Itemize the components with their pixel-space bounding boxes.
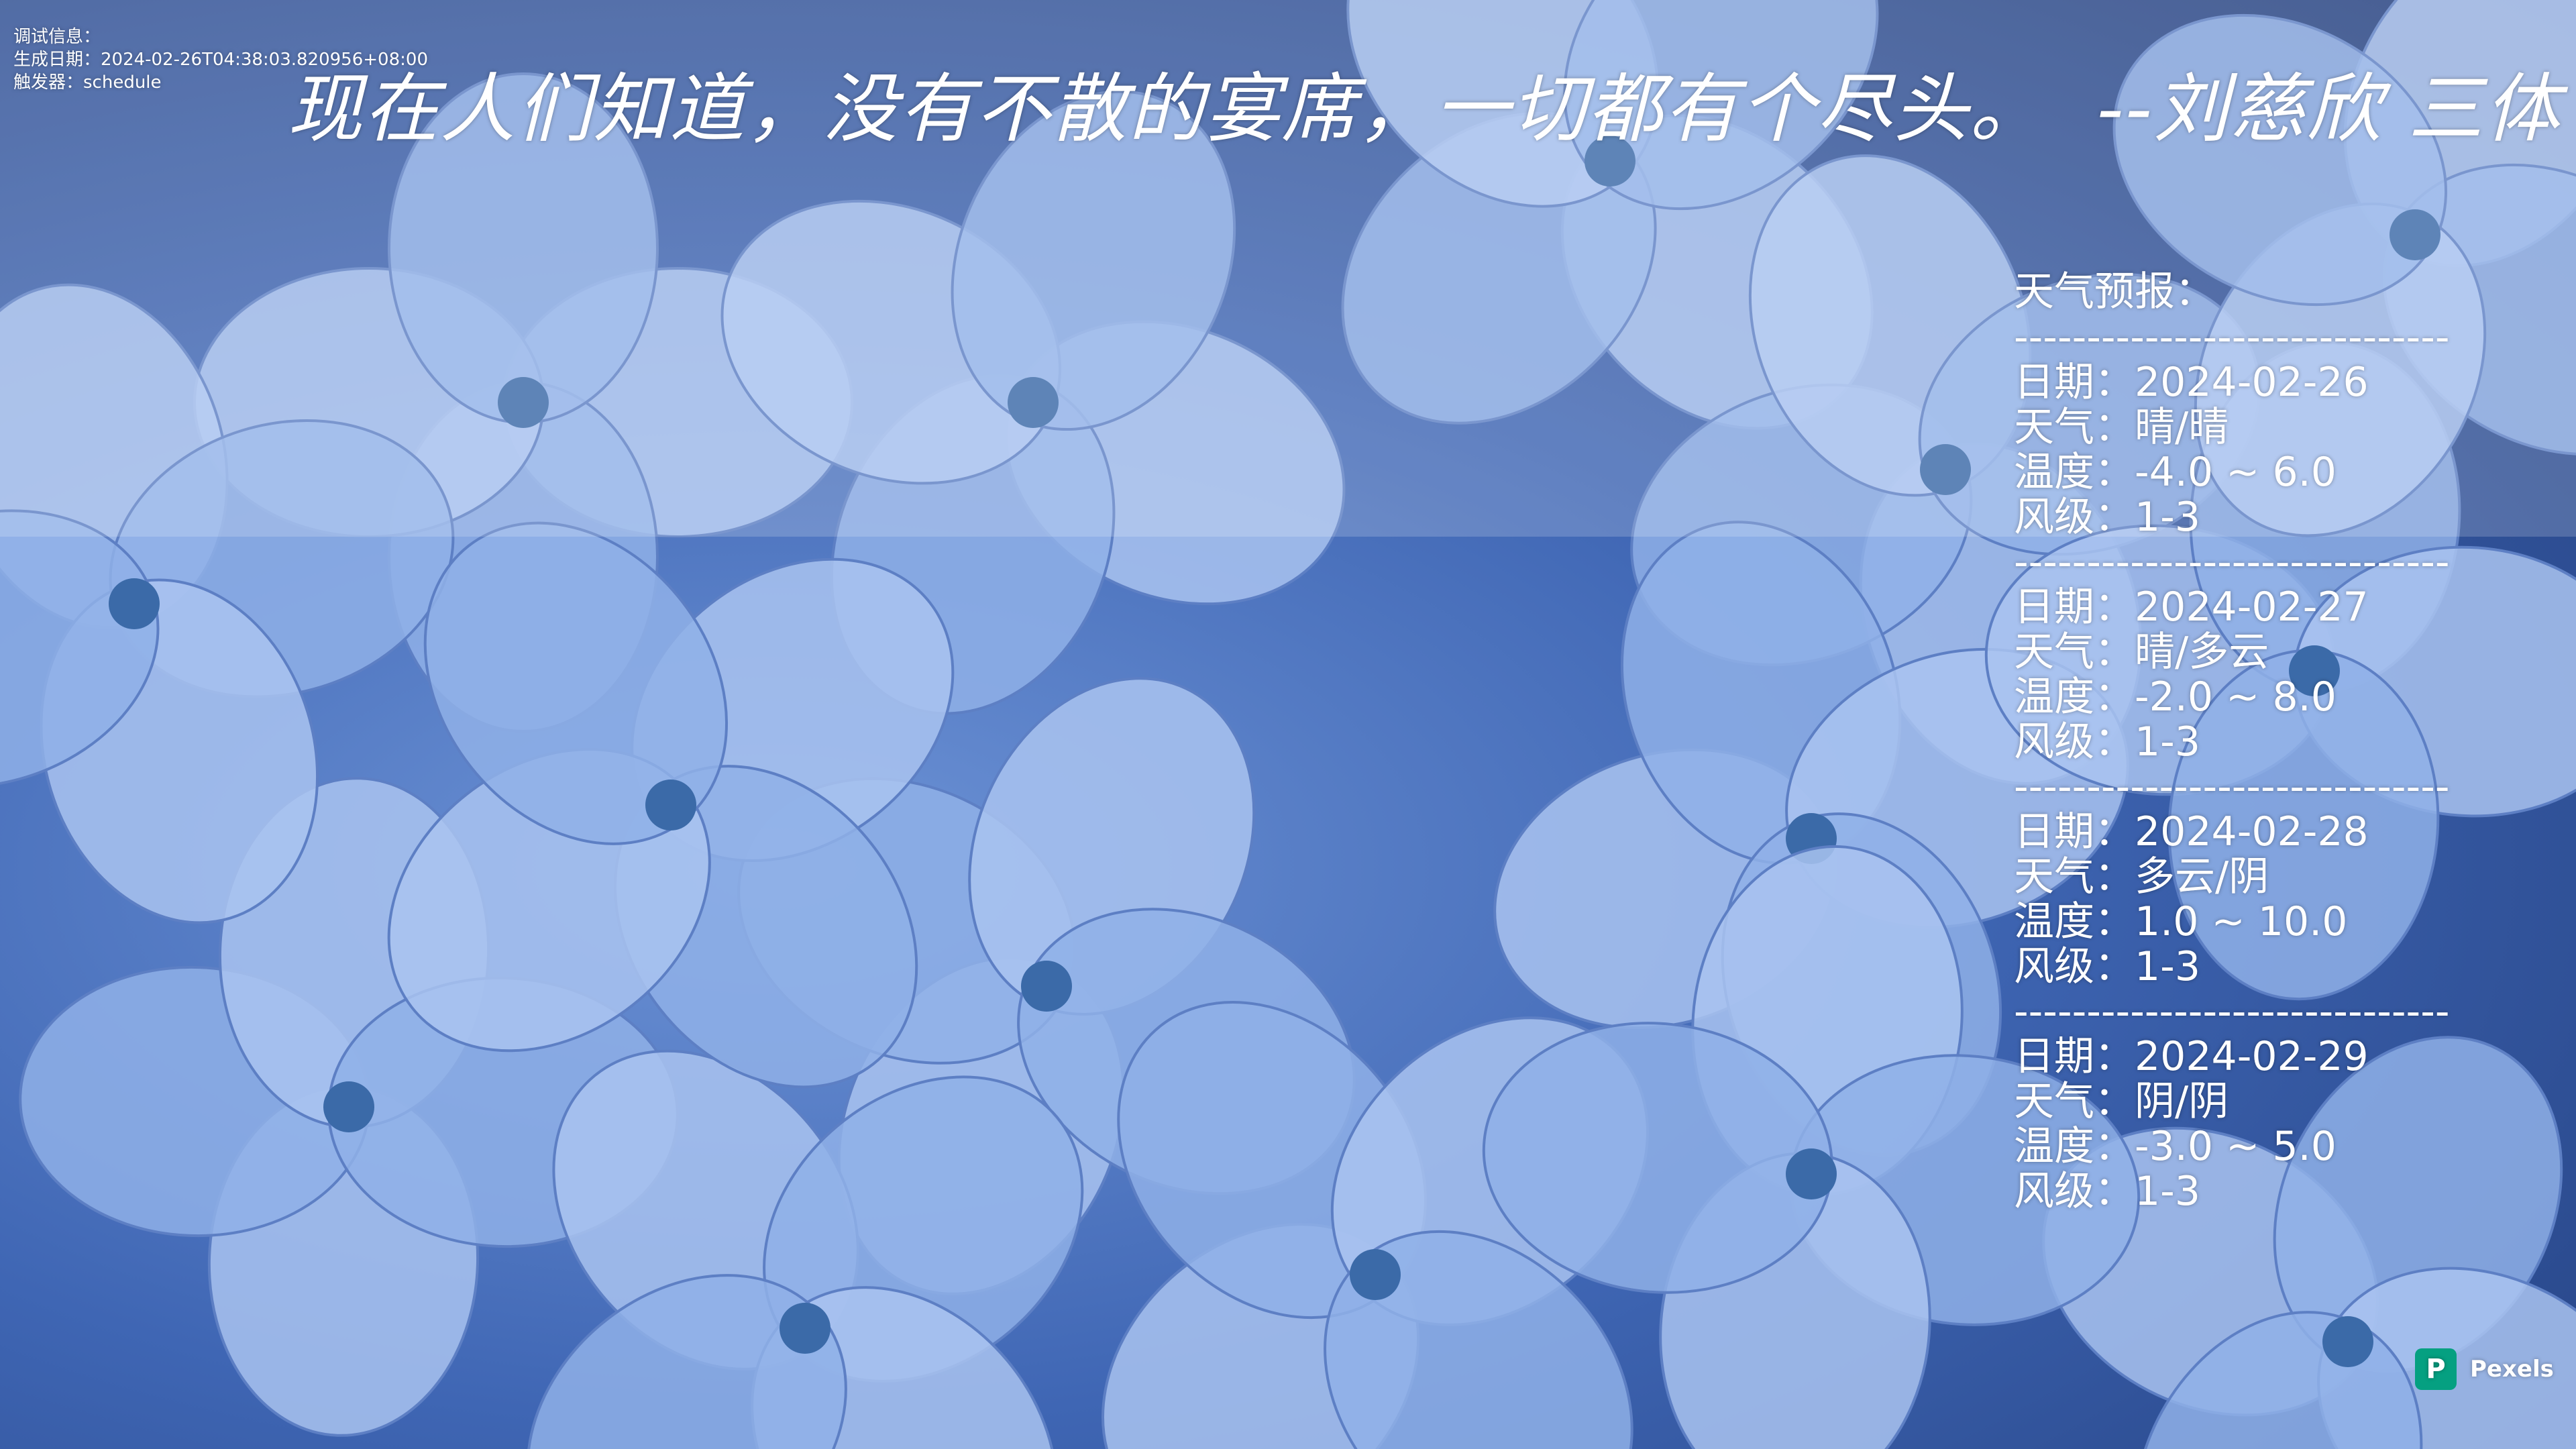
flower-center: [109, 578, 160, 629]
flower-center: [1920, 444, 1971, 495]
forecast-weather: 天气：晴/多云: [2014, 629, 2269, 676]
separator: ------------------------------: [2014, 988, 2450, 1035]
flower-center: [2390, 209, 2440, 260]
flower-center: [645, 780, 696, 830]
forecast-temperature: 温度：-4.0 ~ 6.0: [2014, 449, 2337, 496]
debug-trigger: 触发器：schedule: [13, 72, 162, 93]
credit: P Pexels: [2415, 1348, 2554, 1390]
forecast-wind: 风级：1-3: [2014, 494, 2200, 541]
forecast-temperature: 温度：1.0 ~ 10.0: [2014, 898, 2348, 945]
flower-center: [2322, 1316, 2373, 1367]
flower-center: [780, 1303, 830, 1354]
forecast-date: 日期：2024-02-29: [2014, 1033, 2369, 1080]
separator: ------------------------------: [2014, 763, 2450, 810]
separator: ------------------------------: [2014, 539, 2450, 586]
forecast-weather: 天气：晴/晴: [2014, 404, 2229, 451]
forecast-date: 日期：2024-02-27: [2014, 584, 2369, 631]
flower-center: [323, 1081, 374, 1132]
flower-center: [1786, 1148, 1837, 1199]
forecast-wind: 风级：1-3: [2014, 718, 2200, 765]
flower-center: [1585, 136, 1635, 186]
forecast-wind: 风级：1-3: [2014, 943, 2200, 990]
credit-text: Pexels: [2470, 1356, 2554, 1383]
separator: ------------------------------: [2014, 314, 2450, 361]
flower-center: [498, 377, 549, 428]
weather-title: 天气预报：: [2014, 268, 2215, 315]
flower-center: [2289, 645, 2340, 696]
veil: [0, 0, 2576, 537]
debug-title: 调试信息：: [13, 27, 101, 47]
forecast-weather: 天气：阴/阴: [2014, 1078, 2229, 1125]
forecast-wind: 风级：1-3: [2014, 1168, 2200, 1215]
flower-center: [1021, 961, 1072, 1012]
forecast-weather: 天气：多云/阴: [2014, 853, 2269, 900]
forecast-date: 日期：2024-02-28: [2014, 808, 2369, 855]
forecast-temperature: 温度：-2.0 ~ 8.0: [2014, 674, 2337, 720]
forecast-temperature: 温度：-3.0 ~ 5.0: [2014, 1123, 2337, 1170]
debug-generated: 生成日期：2024-02-26T04:38:03.820956+08:00: [13, 50, 428, 70]
quote: 现在人们知道，没有不散的宴席，一切都有个尽头。 --刘慈欣 三体: [287, 66, 2561, 153]
logo: P: [2415, 1348, 2457, 1390]
flower-center: [1008, 377, 1059, 428]
flower-center: [1350, 1249, 1401, 1300]
forecast-date: 日期：2024-02-26: [2014, 359, 2369, 406]
